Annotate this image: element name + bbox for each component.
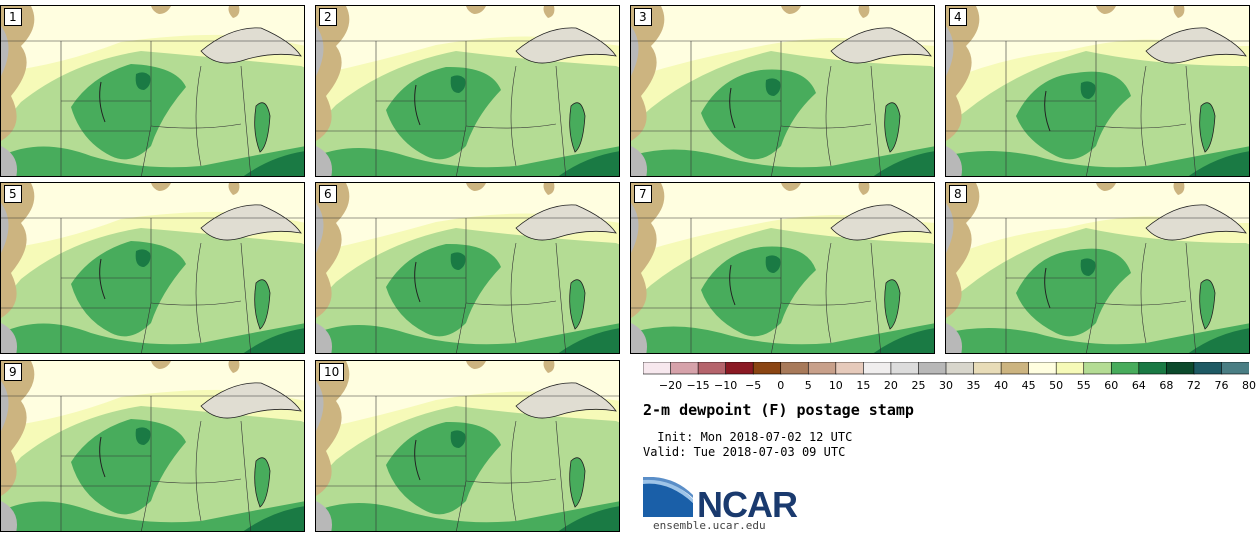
member-number: 4	[949, 8, 967, 26]
colorbar-swatch	[643, 362, 672, 375]
dewpoint-map	[946, 6, 1249, 176]
member-panel: 5	[0, 182, 305, 354]
colorbar-tick-label: 68	[1159, 379, 1174, 392]
colorbar	[643, 362, 1249, 375]
member-number: 7	[634, 185, 652, 203]
colorbar-swatch	[725, 362, 754, 375]
colorbar-swatch	[1000, 362, 1030, 375]
colorbar-tick-label: −15	[686, 379, 710, 392]
dewpoint-map	[946, 183, 1249, 353]
init-time: Init: Mon 2018-07-02 12 UTC	[650, 430, 853, 444]
dewpoint-map	[316, 183, 619, 353]
colorbar-tick-label: 55	[1076, 379, 1091, 392]
colorbar-tick-label: 25	[911, 379, 926, 392]
plot-title: 2-m dewpoint (F) postage stamp	[643, 401, 914, 419]
colorbar-swatch	[780, 362, 810, 375]
member-panel: 9	[0, 360, 305, 532]
member-number: 6	[319, 185, 337, 203]
member-number: 5	[4, 185, 22, 203]
member-number: 2	[319, 8, 337, 26]
dewpoint-map	[1, 361, 304, 531]
colorbar-tick-label: 15	[856, 379, 871, 392]
member-number: 9	[4, 363, 22, 381]
colorbar-swatch	[945, 362, 975, 375]
ncar-logo-text: NCAR	[697, 484, 798, 525]
member-panel: 1	[0, 5, 305, 177]
colorbar-tick-label: 60	[1104, 379, 1119, 392]
dewpoint-map	[316, 361, 619, 531]
colorbar-tick-label: 45	[1021, 379, 1036, 392]
colorbar-tick-label: 40	[994, 379, 1009, 392]
dewpoint-map	[1, 183, 304, 353]
dewpoint-map	[631, 6, 934, 176]
colorbar-tick-label: 5	[804, 379, 812, 392]
colorbar-swatch	[697, 362, 727, 375]
colorbar-swatch	[1055, 362, 1085, 375]
colorbar-swatch	[1193, 362, 1223, 375]
colorbar-tick-label: 64	[1131, 379, 1146, 392]
colorbar-swatch	[1166, 362, 1195, 375]
ensemble-url: ensemble.ucar.edu	[653, 519, 766, 532]
colorbar-swatch	[1110, 362, 1140, 375]
colorbar-swatch	[670, 362, 699, 375]
colorbar-tick-label: 30	[939, 379, 953, 392]
colorbar-swatch	[1221, 362, 1249, 375]
member-panel: 2	[315, 5, 620, 177]
colorbar-tick-label: 50	[1049, 379, 1064, 392]
valid-time: Valid: Tue 2018-07-03 09 UTC	[643, 445, 846, 459]
member-number: 10	[319, 363, 345, 381]
colorbar-tick-label: −10	[714, 379, 738, 392]
colorbar-tick-label: 80	[1242, 379, 1256, 392]
colorbar-swatch	[1028, 362, 1057, 375]
colorbar-swatch	[973, 362, 1002, 375]
colorbar-tick-label: 72	[1186, 379, 1201, 392]
member-panel: 7	[630, 182, 935, 354]
dewpoint-map	[631, 183, 934, 353]
ncar-logo-icon	[643, 477, 693, 517]
colorbar-swatch	[1138, 362, 1168, 375]
member-panel: 3	[630, 5, 935, 177]
member-panel: 4	[945, 5, 1250, 177]
member-number: 3	[634, 8, 652, 26]
member-panel: 8	[945, 182, 1250, 354]
colorbar-swatch	[1083, 362, 1113, 375]
colorbar-swatch	[890, 362, 920, 375]
member-number: 1	[4, 8, 22, 26]
colorbar-tick-label: −20	[658, 379, 683, 392]
member-panel: 10	[315, 360, 620, 532]
colorbar-tick-label: 20	[883, 379, 898, 392]
colorbar-swatch	[752, 362, 782, 375]
member-number: 8	[949, 185, 967, 203]
colorbar-tick-label: 0	[777, 379, 785, 392]
member-panel: 6	[315, 182, 620, 354]
colorbar-swatch	[863, 362, 892, 375]
dewpoint-map	[316, 6, 619, 176]
colorbar-tick-label: 35	[966, 379, 981, 392]
colorbar-tick-label: −5	[745, 379, 762, 392]
colorbar-tick-label: 10	[828, 379, 843, 392]
colorbar-tick-label: 76	[1214, 379, 1229, 392]
colorbar-swatch	[835, 362, 865, 375]
colorbar-swatch	[807, 362, 837, 375]
colorbar-swatch	[918, 362, 947, 375]
dewpoint-map	[1, 6, 304, 176]
